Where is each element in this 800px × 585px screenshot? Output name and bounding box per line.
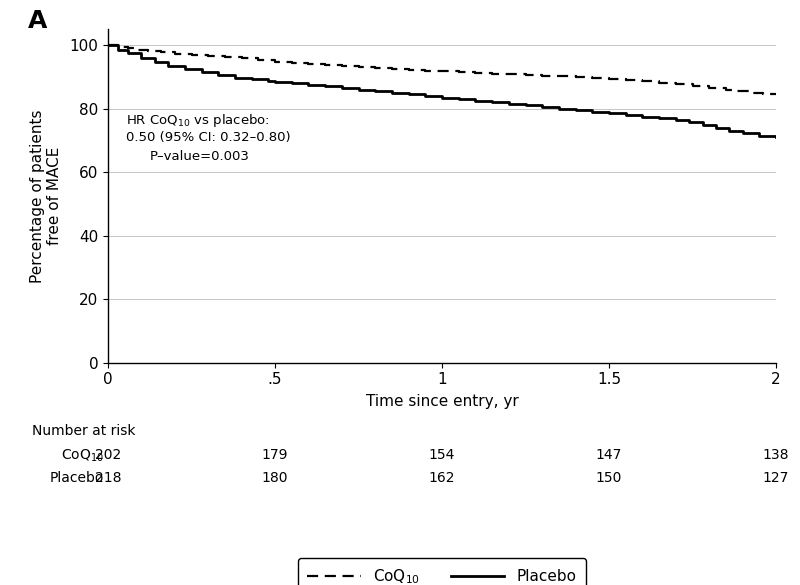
Text: 218: 218 (94, 471, 122, 485)
Text: A: A (28, 9, 47, 33)
Text: 180: 180 (262, 471, 288, 485)
Text: Placebo: Placebo (50, 471, 104, 485)
Y-axis label: Percentage of patients
free of MACE: Percentage of patients free of MACE (30, 109, 62, 283)
Legend: CoQ$_{10}$, Placebo: CoQ$_{10}$, Placebo (298, 558, 586, 585)
Text: 150: 150 (596, 471, 622, 485)
Text: 147: 147 (596, 448, 622, 462)
Text: 138: 138 (762, 448, 790, 462)
Text: 179: 179 (262, 448, 288, 462)
Text: 127: 127 (763, 471, 789, 485)
Text: HR CoQ$_{10}$ vs placebo:: HR CoQ$_{10}$ vs placebo: (126, 112, 270, 129)
X-axis label: Time since entry, yr: Time since entry, yr (366, 394, 518, 409)
Text: P–value=0.003: P–value=0.003 (150, 150, 250, 163)
Text: 202: 202 (95, 448, 121, 462)
Text: CoQ$_{10}$: CoQ$_{10}$ (61, 448, 104, 464)
Text: 162: 162 (429, 471, 455, 485)
Text: Number at risk: Number at risk (32, 424, 135, 438)
Text: 0.50 (95% CI: 0.32–0.80): 0.50 (95% CI: 0.32–0.80) (126, 131, 291, 144)
Text: 154: 154 (429, 448, 455, 462)
